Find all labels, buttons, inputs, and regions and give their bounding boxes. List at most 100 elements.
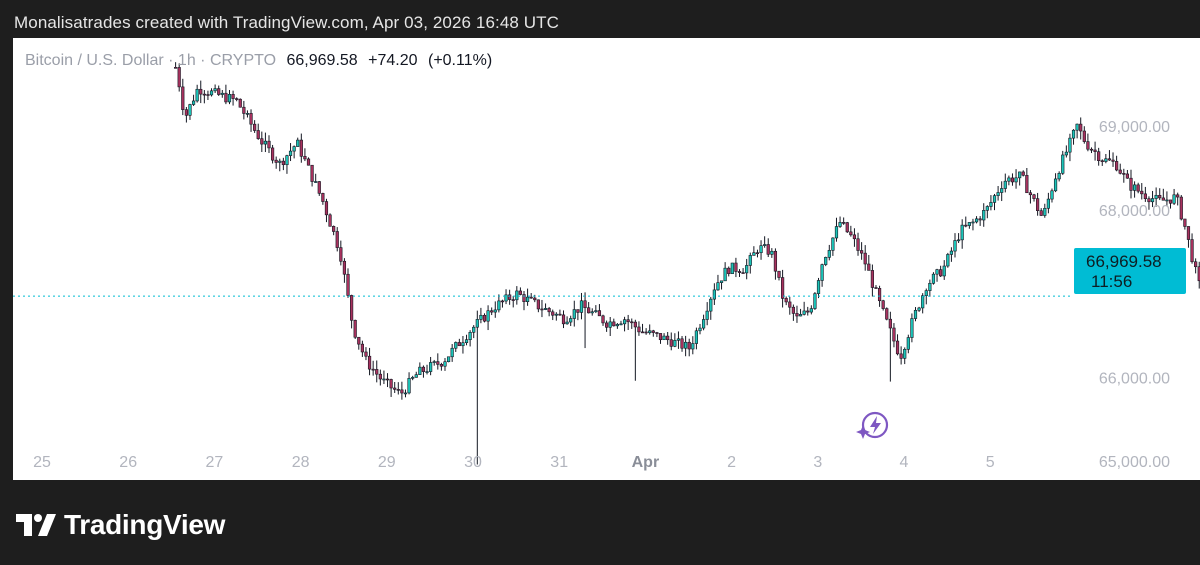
candle-up xyxy=(504,294,508,302)
candle-up xyxy=(974,218,979,223)
y-tick-label: 69,000.00 xyxy=(1099,119,1170,136)
candle-up xyxy=(716,282,720,291)
candle-up xyxy=(673,339,677,347)
candle-up xyxy=(590,311,594,314)
candle-down xyxy=(231,94,235,99)
candle-down xyxy=(587,307,591,314)
candle-down xyxy=(863,252,867,265)
candle-up xyxy=(227,94,232,103)
candle-up xyxy=(960,224,964,241)
candle-down xyxy=(536,299,540,310)
candle-down xyxy=(895,340,900,355)
candle-up xyxy=(967,222,971,226)
candle-down xyxy=(773,250,778,272)
candle-up xyxy=(543,308,548,310)
candle-down xyxy=(217,88,221,95)
candle-up xyxy=(1007,177,1011,182)
candle-down xyxy=(1161,197,1165,201)
candle-down xyxy=(849,231,853,236)
candle-down xyxy=(353,319,357,338)
y-tick-label: 68,000.00 xyxy=(1099,203,1170,220)
candle-up xyxy=(220,92,224,95)
candle-up xyxy=(906,337,910,350)
candle-down xyxy=(1025,174,1029,194)
candle-down xyxy=(360,343,364,353)
candle-down xyxy=(206,94,210,96)
candle-down xyxy=(888,318,892,329)
candle-up xyxy=(992,195,997,203)
candle-up xyxy=(838,222,842,227)
candle-up xyxy=(195,88,199,102)
candle-up xyxy=(1050,190,1054,200)
candle-down xyxy=(303,156,307,160)
candle-down xyxy=(1107,158,1112,161)
candle-down xyxy=(364,351,368,357)
symbol-legend: Bitcoin / U.S. Dollar · 1h · CRYPTO 66,9… xyxy=(25,52,492,70)
candle-up xyxy=(569,318,573,323)
replay-badge-icon[interactable] xyxy=(856,411,889,439)
candle-down xyxy=(558,313,562,316)
candle-down xyxy=(892,327,896,342)
candle-up xyxy=(314,181,318,183)
candle-down xyxy=(267,140,271,149)
candle-up xyxy=(472,326,476,333)
candle-down xyxy=(1021,171,1025,176)
candle-up xyxy=(985,206,989,211)
candle-down xyxy=(529,296,533,299)
candle-up xyxy=(917,307,921,311)
candle-down xyxy=(439,364,443,367)
x-tick-label: 28 xyxy=(292,454,310,471)
candle-down xyxy=(335,231,339,248)
candle-up xyxy=(464,339,469,344)
candle-down xyxy=(1032,194,1036,199)
candle-up xyxy=(827,250,831,258)
candle-up xyxy=(935,269,939,275)
candle-up xyxy=(278,160,282,163)
candle-up xyxy=(497,300,501,311)
candle-up xyxy=(809,308,813,313)
candle-up xyxy=(615,324,619,327)
candle-up xyxy=(1043,207,1047,216)
candle-down xyxy=(547,308,551,313)
candle-down xyxy=(1122,173,1126,175)
candle-down xyxy=(1179,196,1183,220)
tradingview-logo[interactable]: TradingView xyxy=(16,508,225,542)
candle-down xyxy=(741,272,745,274)
candle-down xyxy=(1010,177,1015,183)
candle-up xyxy=(834,226,839,239)
candle-up xyxy=(802,310,806,315)
candle-up xyxy=(285,155,289,166)
candle-down xyxy=(1158,194,1162,199)
candle-up xyxy=(928,282,932,291)
candle-down xyxy=(1140,190,1144,195)
candle-down xyxy=(1147,198,1151,203)
candle-down xyxy=(184,109,188,116)
candle-down xyxy=(630,321,634,324)
candle-up xyxy=(443,361,447,367)
candle-up xyxy=(813,293,817,309)
candle-down xyxy=(1097,151,1101,161)
candle-down xyxy=(511,299,515,301)
candle-up xyxy=(468,332,472,341)
tradingview-logo-icon xyxy=(16,514,56,536)
chart-panel[interactable]: 65,000.00 66,000.00 68,000.00 69,000.00 25 26… xyxy=(13,38,1200,480)
candle-down xyxy=(551,311,555,316)
candle-up xyxy=(263,140,268,145)
candle-down xyxy=(317,181,321,194)
candle-down xyxy=(393,387,397,390)
candle-up xyxy=(1064,151,1068,156)
candle-down xyxy=(626,319,630,323)
candle-down xyxy=(274,159,278,163)
candle-down xyxy=(500,300,505,303)
candle-up xyxy=(946,254,950,267)
candle-down xyxy=(1111,159,1115,162)
candle-down xyxy=(637,326,641,333)
candle-down xyxy=(260,138,264,145)
candle-up xyxy=(1053,178,1058,192)
candle-down xyxy=(1086,141,1090,150)
candle-down xyxy=(860,250,864,254)
candle-down xyxy=(845,222,849,233)
candle-up xyxy=(608,321,612,328)
candle-down xyxy=(583,300,587,309)
